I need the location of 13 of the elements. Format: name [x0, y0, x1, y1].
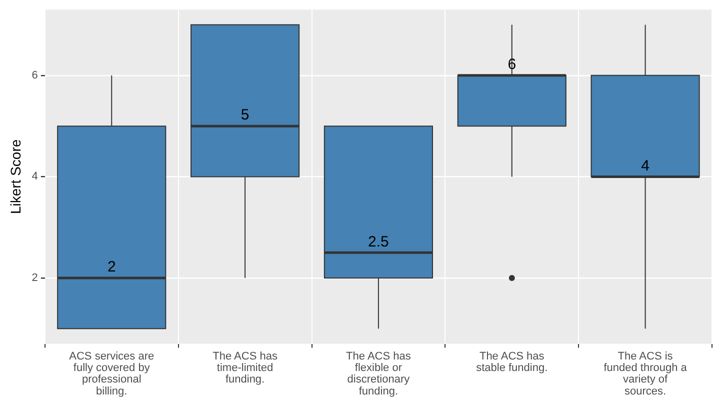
text: 5	[240, 106, 250, 124]
y-axis-title: Likert Score	[7, 139, 24, 214]
x-tick-label: ACS services are fully covered by professional billing.	[69, 350, 154, 398]
y-tick-label: 6	[32, 69, 38, 82]
y-tick-label: 2	[32, 272, 38, 284]
y-tick-label: 4	[32, 170, 38, 183]
x-tick-label: The ACS has flexible or discretionary funding.	[346, 350, 412, 398]
x-tick-label: The ACS has time-limited funding.	[212, 350, 278, 386]
x-tick-label: The ACS has stable funding.	[476, 350, 548, 374]
text: 2	[107, 258, 116, 276]
text: 4	[641, 157, 650, 174]
x-tick-label: The ACS is funded through a variety of sources.	[604, 350, 688, 398]
text: 2.5	[368, 233, 389, 250]
